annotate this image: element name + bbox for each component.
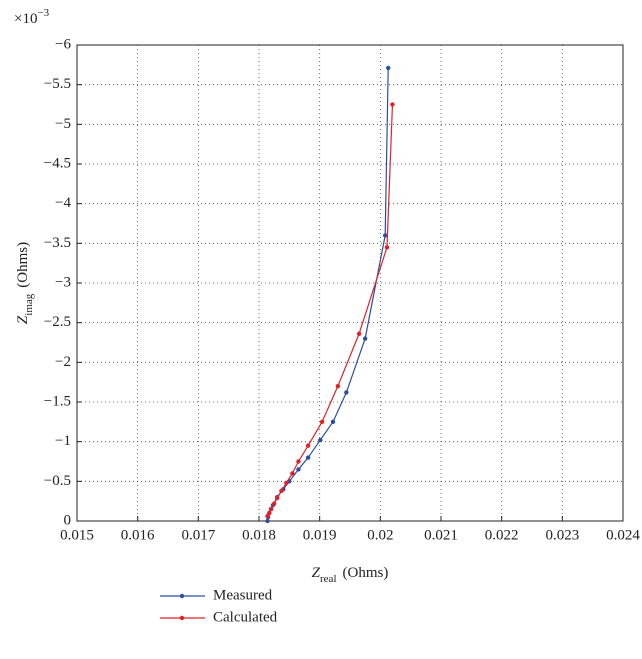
legend-label: Measured [213,587,273,603]
data-point [330,419,336,425]
legend-marker [179,593,185,599]
y-tick-label: −6 [55,36,71,52]
y-label-sub: imag [23,293,35,315]
y-label-unit: (Ohms) [15,242,31,288]
data-point [384,245,390,250]
series-line [266,67,389,522]
x-tick-label: 0.02 [367,527,393,543]
y-tick-label: −5.5 [44,76,71,92]
data-point [279,488,284,494]
x-label-main: Z [312,565,321,581]
data-point [296,459,301,464]
data-point [362,336,368,341]
x-tick-label: 0.016 [121,527,155,543]
x-tick-label: 0.017 [181,527,215,543]
x-tick-label: 0.015 [60,527,94,543]
data-point [284,480,289,486]
data-point [305,455,311,460]
data-point [356,331,362,336]
data-point [318,437,323,443]
data-point [271,501,277,506]
data-point [382,233,388,238]
y-multiplier: ×10−3 [14,7,50,28]
y-tick-label: −1 [55,433,71,449]
data-point [386,65,391,71]
data-point [296,467,301,472]
data-point [335,383,341,389]
y-axis-label: Zimag (Ohms) [15,242,34,324]
x-tick-label: 0.018 [242,527,276,543]
data-point [390,102,395,107]
y-tick-label: −4 [55,195,71,211]
legend-label: Calculated [213,609,278,625]
y-tick-label: −3.5 [44,235,71,251]
data-point [344,390,349,395]
y-tick-label: −1.5 [44,393,71,409]
y-tick-label: −2 [55,354,71,370]
x-tick-label: 0.019 [303,527,337,543]
series-line [266,104,394,517]
y-label-main: Z [15,315,31,324]
data-point [265,518,270,524]
y-tick-label: 0 [64,512,72,528]
y-tick-label: −0.5 [44,473,71,489]
data-point [275,495,280,501]
y-tick-label: −2.5 [44,314,71,330]
x-tick-label: 0.023 [545,527,579,543]
data-point [268,506,274,512]
x-label-sub: real [320,573,336,585]
x-tick-label: 0.024 [606,527,640,543]
legend-marker [179,615,185,621]
x-axis-label: Zreal (Ohms) [312,565,389,584]
y-tick-label: −5 [55,116,71,132]
data-point [319,419,325,425]
data-point [267,510,272,516]
x-label-unit: (Ohms) [343,565,389,581]
x-tick-label: 0.021 [424,527,458,543]
data-point [290,471,295,476]
x-tick-label: 0.022 [485,527,519,543]
plot-frame [76,44,624,522]
y-tick-label: −4.5 [44,155,71,171]
data-point [305,443,311,448]
y-multiplier-exp: −3 [37,7,49,19]
y-tick-label: −3 [55,274,71,290]
y-multiplier-base: ×10 [14,11,37,27]
